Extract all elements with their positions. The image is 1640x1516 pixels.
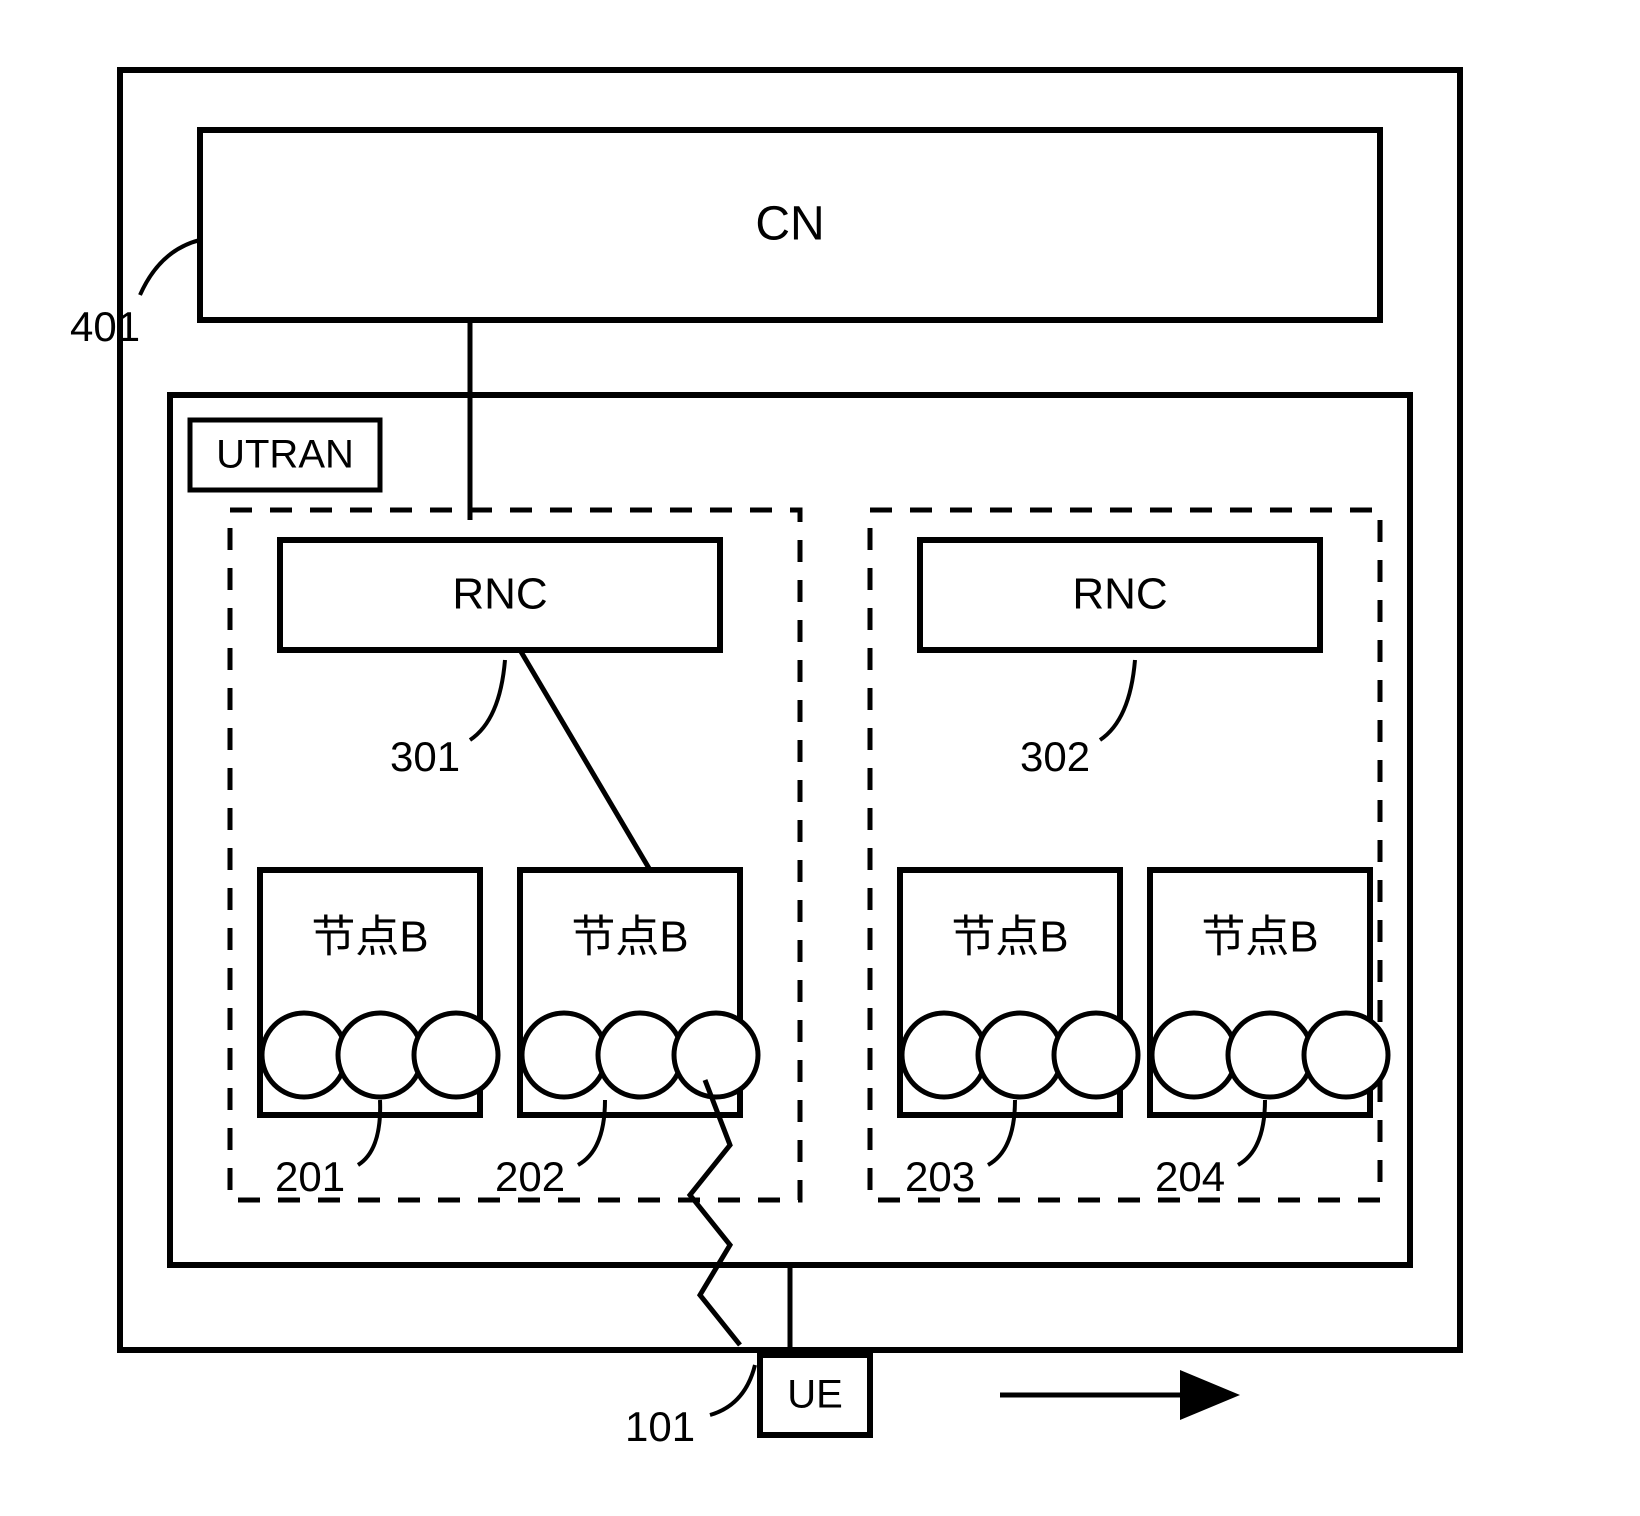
cn-callout-label: 401 [70, 303, 140, 350]
utran-architecture-diagram: CN 401 UTRAN RNC RNC 301 302 节点B 节点B 节点B… [0, 0, 1640, 1516]
node-b-label: 节点B [951, 913, 1068, 962]
ue-callout-label: 101 [625, 1403, 695, 1450]
cell-circle-icon [522, 1013, 606, 1097]
rnc-left-callout-label: 301 [390, 733, 460, 780]
node-b-label: 节点B [571, 913, 688, 962]
cell-circle-icon [598, 1013, 682, 1097]
node-b-label: 节点B [1201, 913, 1318, 962]
node-b-4-callout-label: 204 [1155, 1153, 1225, 1200]
cell-circle-icon [1228, 1013, 1312, 1097]
utran-frame [170, 395, 1410, 1265]
cell-circle-icon [414, 1013, 498, 1097]
rnc-right-callout-curve [1100, 660, 1135, 740]
ue-label: UE [787, 1373, 843, 1417]
node-b-2-callout-label: 202 [495, 1153, 565, 1200]
rnc-left-label: RNC [452, 570, 547, 619]
cell-circle-icon [674, 1013, 758, 1097]
cell-circle-icon [262, 1013, 346, 1097]
node-b-3: 节点B [900, 870, 1138, 1115]
node-b-2: 节点B [520, 870, 758, 1115]
node-b-3-callout-label: 203 [905, 1153, 975, 1200]
node-b-1: 节点B [260, 870, 498, 1115]
cell-circle-icon [1152, 1013, 1236, 1097]
ue-callout-curve [710, 1365, 755, 1415]
rnc-to-nodeb-link [520, 650, 650, 870]
cell-circle-icon [1054, 1013, 1138, 1097]
cell-circle-icon [1304, 1013, 1388, 1097]
radio-link-zigzag [690, 1080, 740, 1345]
rnc-right-label: RNC [1072, 570, 1167, 619]
cell-circle-icon [902, 1013, 986, 1097]
node-b-1-callout-label: 201 [275, 1153, 345, 1200]
cn-callout-curve [140, 240, 200, 295]
node-b-4: 节点B [1150, 870, 1388, 1115]
node-b-label: 节点B [311, 913, 428, 962]
rnc-left-callout-curve [470, 660, 505, 740]
cell-circle-icon [338, 1013, 422, 1097]
cn-label: CN [755, 198, 824, 251]
rnc-right-callout-label: 302 [1020, 733, 1090, 780]
utran-tag-label: UTRAN [216, 433, 354, 477]
cell-circle-icon [978, 1013, 1062, 1097]
